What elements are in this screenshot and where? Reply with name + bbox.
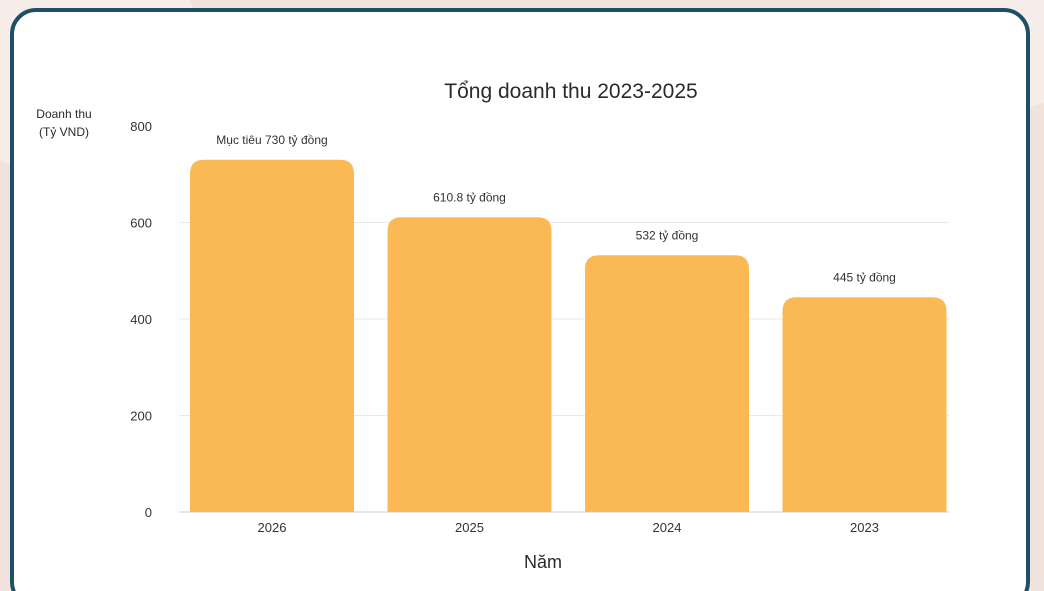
x-axis-ticks: 2026 2025 2024 2023	[258, 520, 879, 535]
data-labels: Mục tiêu 730 tỷ đồng 610.8 tỷ đồng 532 tỷ …	[216, 133, 896, 285]
bar-2024	[585, 255, 749, 512]
bar-2023	[782, 297, 947, 512]
y-axis-label-line-2: (Tỷ VND)	[39, 125, 89, 139]
bar-chart: Mục tiêu 730 tỷ đồng 610.8 tỷ đồng 532 tỷ …	[36, 80, 949, 572]
data-label-2025: 610.8 tỷ đồng	[433, 190, 506, 204]
x-tick-label-2023: 2023	[850, 520, 879, 535]
data-label-2023: 445 tỷ đồng	[833, 270, 896, 284]
y-tick-label: 200	[130, 409, 152, 424]
bar-2026	[190, 159, 354, 512]
bar-2025	[387, 217, 552, 512]
y-tick-label: 800	[130, 119, 152, 134]
bars	[190, 159, 947, 512]
x-axis-label: Năm	[524, 552, 562, 572]
chart-title: Tổng doanh thu 2023-2025	[444, 80, 697, 103]
data-label-2024: 532 tỷ đồng	[636, 228, 699, 242]
y-tick-label: 0	[145, 505, 152, 520]
y-tick-label: 400	[130, 312, 152, 327]
x-tick-label-2025: 2025	[455, 520, 484, 535]
chart-card: Mục tiêu 730 tỷ đồng 610.8 tỷ đồng 532 tỷ …	[10, 8, 1030, 591]
y-tick-label: 600	[130, 216, 152, 231]
x-tick-label-2024: 2024	[653, 520, 682, 535]
y-axis-ticks: 0 200 400 600 800	[130, 119, 152, 520]
x-tick-label-2026: 2026	[258, 520, 287, 535]
y-axis-label-line-1: Doanh thu	[36, 107, 91, 121]
data-label-2026: Mục tiêu 730 tỷ đồng	[216, 133, 327, 147]
